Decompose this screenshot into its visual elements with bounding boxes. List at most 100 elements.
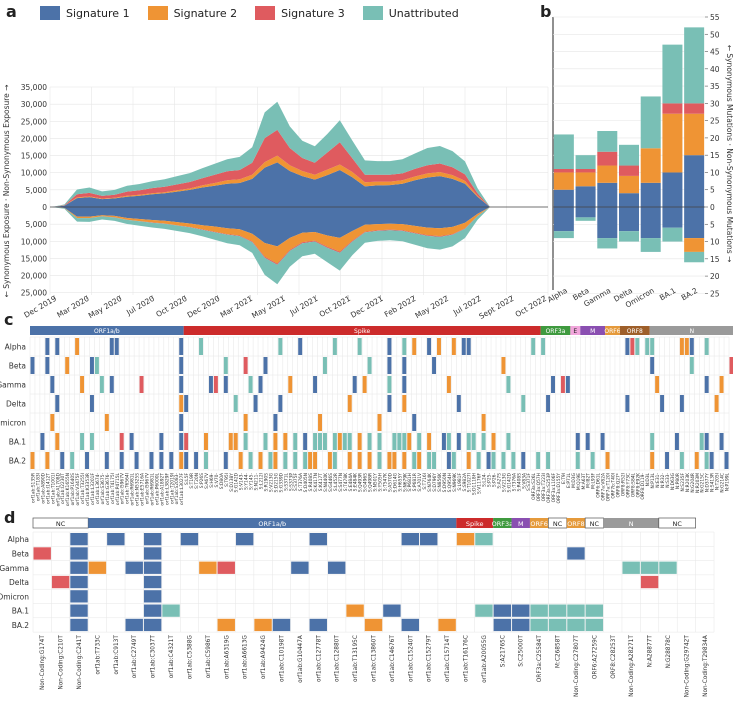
column-label: orf1ab:L3829F	[164, 473, 170, 505]
column-label: orf1ab:P1640S	[70, 473, 76, 506]
heatmap-cell	[50, 376, 55, 393]
column-label: orf1ab:V3475F	[75, 473, 81, 506]
heatmap-cell	[243, 433, 248, 450]
column-label: orf1ab:A1708D	[55, 472, 61, 506]
bar-syn-ba1-4	[662, 227, 683, 242]
heatmap-cell	[45, 357, 50, 374]
column-label: S:R408S	[516, 473, 522, 492]
heatmap-cell	[283, 452, 288, 469]
y-tick-label: 5,000	[26, 186, 48, 195]
heatmap-cell	[119, 433, 124, 450]
panel-label-c: c	[4, 310, 14, 329]
heatmap-cell	[99, 376, 104, 393]
column-label: S:N764K	[427, 473, 433, 492]
column-label: orf1ab:A1892T	[159, 473, 165, 506]
column-label: orf1ab:L3674-	[95, 473, 101, 504]
column-label: N:T205I	[715, 473, 721, 490]
heatmap-cell	[184, 395, 189, 412]
heatmap-cell	[143, 533, 162, 546]
heatmap-cell	[89, 433, 94, 450]
column-label: S:N969K	[452, 473, 458, 492]
heatmap-cell	[109, 338, 114, 355]
heatmap-cell	[70, 590, 88, 603]
heatmap-cell	[407, 433, 412, 450]
row-label: Delta	[6, 400, 26, 409]
column-label: N:S413R	[710, 473, 716, 492]
area-nonsyn-3	[52, 129, 490, 207]
bar-nonsyn-omicron-2	[640, 148, 661, 183]
row-label: Gamma	[0, 381, 26, 390]
heatmap-cell	[268, 452, 273, 469]
heatmap-cell	[208, 376, 213, 393]
column-label: S:K417T	[318, 473, 324, 492]
row-label: BA.1	[9, 438, 27, 447]
legend-swatch	[40, 6, 60, 20]
column-label: M:C26858T	[556, 635, 562, 668]
bar-nonsyn-alpha-1	[553, 189, 574, 207]
gene-bar-orf3a	[540, 326, 571, 335]
heatmap-cell	[551, 376, 555, 393]
heatmap-cell	[441, 433, 446, 450]
column-label: N:G215C	[700, 473, 706, 493]
heatmap-cell	[565, 376, 570, 393]
y-axis-label: ← Synonymous Mutations · Non-Synonymous …	[725, 45, 733, 263]
heatmap-cell	[293, 433, 298, 450]
column-label: S:T20N	[194, 473, 200, 489]
gene-bar-label: ORF3a	[546, 328, 566, 335]
column-label: M:D3G	[571, 472, 577, 487]
heatmap-cell	[451, 452, 456, 469]
heatmap-cell	[347, 433, 352, 450]
heatmap-cell	[679, 452, 684, 469]
column-label: N:D3L	[645, 472, 651, 486]
gene-bar-label: ORF8	[627, 328, 643, 335]
column-label: M:I82T	[586, 473, 592, 488]
column-label: S:D405N	[303, 473, 309, 492]
gene-bar-label: NC	[553, 520, 563, 528]
y-tick-label: 20	[710, 272, 720, 281]
heatmap-cell	[223, 376, 228, 393]
column-label: orf1ab:R6981L	[130, 472, 136, 505]
column-label: S:N211-	[254, 473, 260, 491]
heatmap-cell	[659, 561, 677, 574]
heatmap-cell	[243, 357, 248, 374]
heatmap-cell	[417, 433, 422, 450]
heatmap-cell	[387, 376, 392, 393]
heatmap-cell	[501, 452, 506, 469]
row-label: Omicron	[0, 419, 26, 428]
gene-bar-n	[649, 326, 733, 335]
gene-bar-m	[580, 326, 606, 335]
heatmap-cell	[493, 618, 512, 632]
bar-nonsyn-ba1-3	[662, 103, 683, 114]
heatmap-cell	[217, 618, 235, 632]
legend: Signature 1 Signature 2 Signature 3 Unat…	[40, 6, 459, 20]
gene-bar-label: NC	[672, 520, 682, 528]
heatmap-cell	[33, 547, 51, 560]
heatmap-cell	[70, 561, 88, 574]
column-label: S:T716I	[422, 473, 428, 490]
legend-item-signature-3: Signature 3	[255, 6, 345, 20]
column-label: Non-Coding:C210T	[59, 635, 65, 690]
heatmap-cell	[169, 452, 174, 469]
gene-bar-label: NC	[56, 520, 66, 528]
legend-swatch	[255, 6, 276, 20]
column-label: orf1ab:C5388G	[187, 635, 193, 680]
column-label: orf1ab:P4715L	[115, 472, 121, 505]
column-label: S:D138Y	[229, 473, 235, 492]
column-label: S:H655Y	[397, 473, 403, 492]
heatmap-cell	[475, 604, 493, 617]
heatmap-cell	[88, 561, 107, 574]
heatmap-cell	[377, 433, 382, 450]
bar-syn-ba2-1	[684, 207, 705, 239]
column-label: ORF3a:D155Y	[556, 473, 562, 504]
row-label: Omicron	[0, 592, 29, 601]
bar-nonsyn-omicron-1	[640, 182, 661, 207]
heatmap-cell	[475, 533, 493, 546]
heatmap-cell	[60, 452, 65, 469]
heatmap-cell	[724, 452, 729, 469]
column-label: orf1ab:C2749T	[132, 635, 138, 679]
heatmap-cell	[313, 452, 318, 469]
heatmap-cell	[432, 357, 437, 374]
bar-nonsyn-beta-2	[575, 172, 596, 187]
heatmap-cell	[704, 338, 709, 355]
